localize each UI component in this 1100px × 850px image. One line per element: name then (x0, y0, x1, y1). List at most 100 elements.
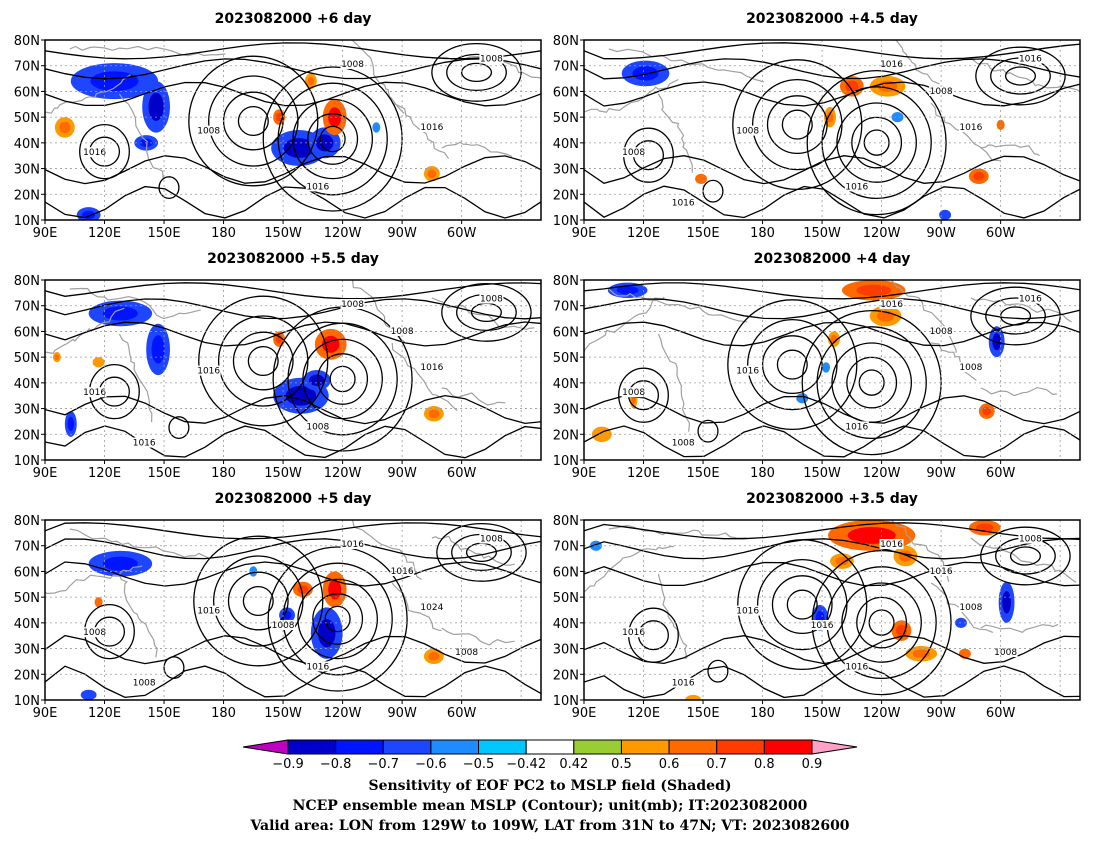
panel-title: 2023082000 +3.5 day (746, 491, 918, 507)
contour-label-bg (196, 125, 221, 136)
contour-label: 1008 (1019, 535, 1042, 545)
contour-label-bg (340, 539, 365, 549)
contour-label-bg (621, 627, 646, 638)
contour-label-bg (671, 437, 696, 448)
colorbar-tick-label: −0.7 (367, 757, 399, 772)
x-tick-label: 150E (148, 226, 181, 241)
coastline (391, 102, 450, 160)
contour-ring (168, 416, 190, 440)
contour-ring (841, 582, 922, 663)
x-tick-label: 60W (986, 466, 1016, 481)
y-tick-label: 20N (553, 188, 579, 203)
coastline (608, 288, 748, 323)
y-tick-label: 60N (553, 85, 579, 100)
coastline (980, 144, 1040, 157)
y-tick-label: 40N (14, 377, 40, 392)
contour-label: 1008 (622, 388, 645, 398)
sensitivity-core (374, 124, 379, 131)
coastline (970, 297, 1072, 323)
contour-line (584, 42, 1080, 60)
contour-ring (766, 95, 828, 155)
coastline (657, 93, 693, 173)
colorbar-box (287, 739, 337, 755)
sensitivity-core (616, 286, 639, 295)
coastlines (45, 520, 515, 658)
panel-title: 2023082000 +5 day (215, 491, 372, 507)
x-tick-label: 120E (627, 466, 660, 481)
contour-ring (237, 105, 269, 137)
y-tick-label: 50N (553, 351, 579, 366)
contour-label: 1016 (197, 367, 220, 377)
map-body: 1008 1016 1008 1016 1016 1008 (45, 40, 541, 220)
contour-label-bg (132, 677, 157, 688)
contour-label-bg (1018, 533, 1043, 544)
sensitivity-core (428, 652, 440, 661)
sensitivity-core (307, 76, 315, 86)
coastline (391, 342, 458, 411)
contour-label: 1016 (306, 662, 329, 672)
contour-ring (460, 62, 493, 83)
sensitivity-core (976, 523, 994, 532)
colorbar-box (716, 739, 765, 755)
x-tick-label: 90W (387, 466, 417, 481)
contour-label: 1024 (420, 603, 443, 613)
contour-label: 1016 (1019, 55, 1042, 65)
contour-ring (856, 596, 908, 649)
sensitivity-core (151, 335, 165, 364)
y-tick-label: 40N (553, 137, 579, 152)
contour-ring (198, 295, 329, 427)
y-tick-label: 20N (14, 668, 40, 683)
contour-label: 1016 (420, 123, 443, 133)
contour-ring (1004, 66, 1037, 86)
contour-label-bg (454, 647, 479, 657)
x-tick-label: 150W (803, 466, 841, 481)
x-tick-label: 120W (324, 706, 362, 721)
coastline (584, 78, 679, 113)
coastline (118, 93, 164, 180)
x-tick-label: 60W (447, 226, 477, 241)
contour-ring (816, 326, 927, 440)
coastline (980, 623, 1059, 633)
colorbar-tick-label: −0.42 (506, 757, 546, 772)
contour-line (45, 282, 541, 300)
contour-label-bg (735, 365, 760, 376)
contour-label: 1016 (197, 607, 220, 617)
sensitivity-core (982, 406, 992, 416)
contour-ring (747, 318, 838, 411)
x-tick-label: 120E (627, 226, 660, 241)
contour-line (45, 321, 541, 347)
contour-ring (188, 55, 319, 187)
colorbar-box (478, 739, 527, 755)
panel-title: 2023082000 +4.5 day (746, 11, 918, 27)
sensitivity-core (297, 585, 309, 594)
contour-label: 1016 (1019, 295, 1042, 305)
y-tick-label: 40N (14, 137, 40, 152)
contour-ring (317, 353, 369, 405)
contour-label: 1016 (672, 199, 695, 209)
sensitivity-core (823, 364, 829, 371)
contour-ring (697, 419, 719, 443)
contour-label-bg (879, 59, 904, 69)
contour-ring (781, 109, 813, 140)
contour-ring (980, 526, 1071, 586)
sensitivity-core (596, 430, 608, 439)
contour-line (45, 538, 541, 560)
coastline (441, 141, 513, 157)
contour-line (45, 298, 541, 320)
contour-label-bg (958, 602, 983, 612)
caption-line-3: Valid area: LON from 129W to 109W, LAT f… (249, 818, 849, 834)
contour-ring (806, 69, 947, 216)
y-tick-label: 80N (14, 514, 40, 529)
contour-ring (756, 558, 848, 651)
x-tick-label: 90E (33, 466, 58, 481)
mslp-contours (584, 282, 1080, 458)
contour-ring (836, 102, 917, 183)
y-tick-label: 50N (553, 111, 579, 126)
map-background (45, 520, 541, 700)
y-tick-label: 80N (14, 34, 40, 49)
panel-p45: 2023082000 +4.5 day 1008 1016 1016 1008 1016 1… (553, 11, 1081, 241)
contour-ring (707, 659, 729, 683)
contour-label: 1008 (736, 127, 759, 137)
contour-line (45, 561, 541, 587)
contour-label-bg (82, 147, 107, 158)
